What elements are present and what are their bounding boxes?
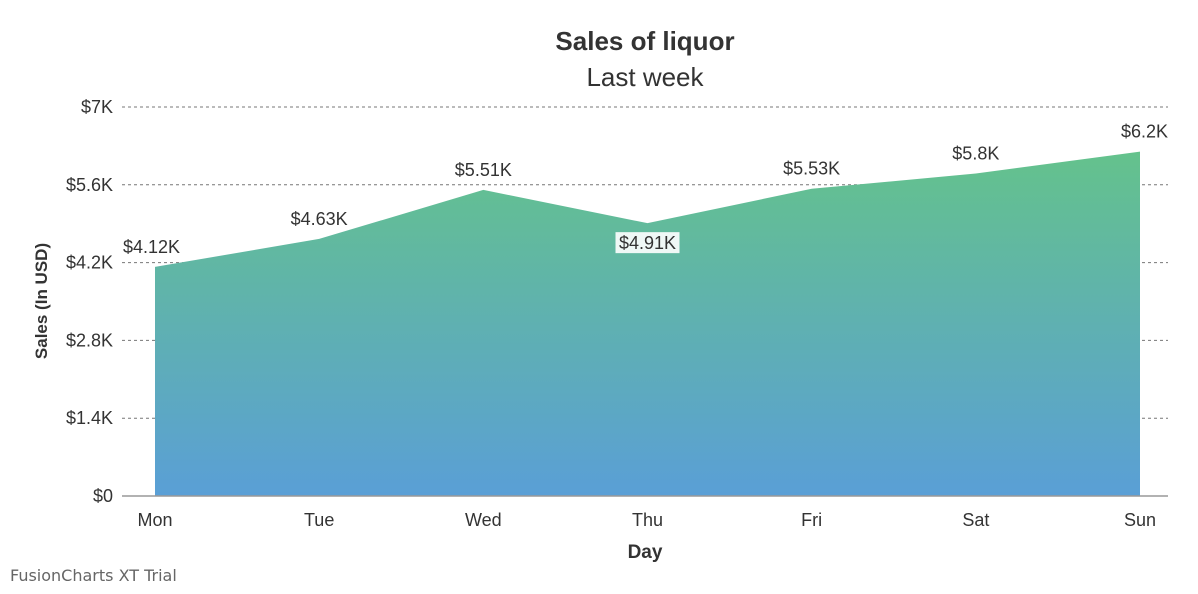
y-tick-label: $2.8K — [66, 330, 113, 350]
area-fill — [155, 151, 1140, 496]
y-axis-ticks: $0 $1.4K $2.8K $4.2K $5.6K $7K — [66, 97, 113, 506]
x-tick-label: Mon — [137, 510, 172, 530]
y-tick-label: $7K — [81, 97, 113, 117]
y-tick-label: $5.6K — [66, 175, 113, 195]
trial-watermark: FusionCharts XT Trial — [10, 566, 177, 585]
data-label: $5.8K — [952, 144, 999, 164]
y-axis-title: Sales (In USD) — [32, 243, 51, 359]
data-label: $4.12K — [123, 237, 180, 257]
x-tick-label: Tue — [304, 510, 334, 530]
x-axis-title: Day — [628, 542, 663, 563]
data-label-background — [615, 232, 680, 254]
x-tick-label: Fri — [801, 510, 822, 530]
x-tick-label: Wed — [465, 510, 502, 530]
chart-title: Sales of liquor — [555, 26, 734, 56]
y-tick-label: $4.2K — [66, 253, 113, 273]
data-label: $6.2K — [1121, 122, 1168, 142]
data-label: $4.63K — [291, 209, 348, 229]
chart-subtitle: Last week — [586, 62, 704, 92]
data-label: $5.51K — [455, 160, 512, 180]
x-axis-ticks: Mon Tue Wed Thu Fri Sat Sun — [137, 510, 1156, 530]
x-tick-label: Sat — [962, 510, 989, 530]
data-label: $4.91K — [619, 233, 676, 253]
area-series — [155, 151, 1140, 496]
x-tick-label: Sun — [1124, 510, 1156, 530]
data-label: $5.53K — [783, 159, 840, 179]
x-tick-label: Thu — [632, 510, 663, 530]
y-tick-label: $1.4K — [66, 408, 113, 428]
y-tick-label: $0 — [93, 486, 113, 506]
data-labels: $4.12K $4.63K $5.51K $4.91K $5.53K $5.8K $6.2K — [123, 122, 1168, 257]
